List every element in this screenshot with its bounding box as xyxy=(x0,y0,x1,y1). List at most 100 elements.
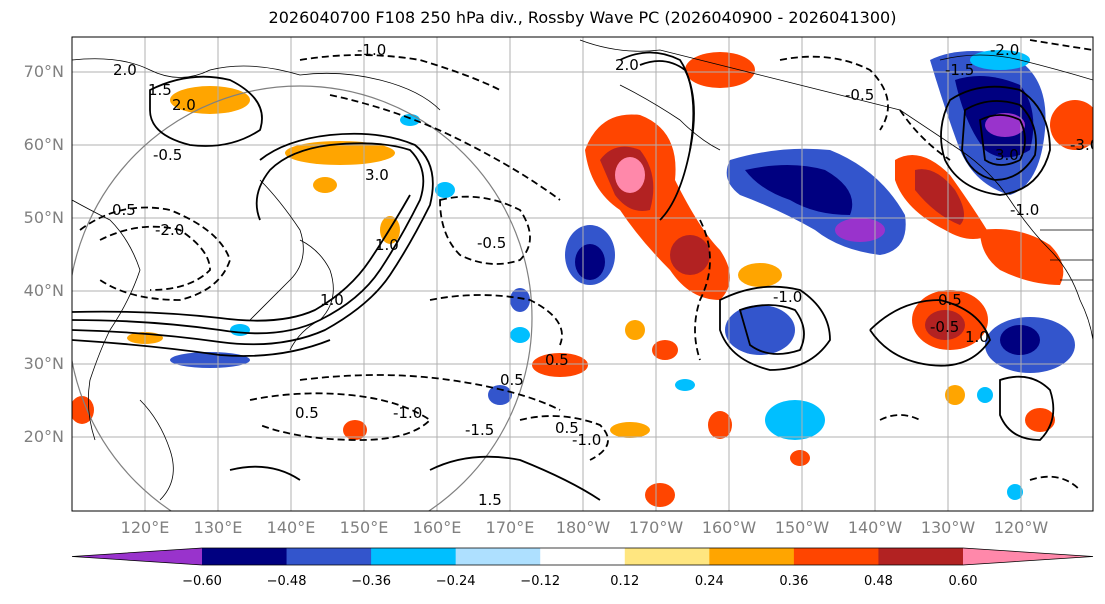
lon-label: 130°E xyxy=(193,518,243,537)
colorbar-tick-label: 0.24 xyxy=(694,574,724,589)
lat-label: 20°N xyxy=(23,427,64,446)
lon-label: 120°W xyxy=(993,518,1049,537)
lat-label: 40°N xyxy=(23,281,64,300)
contour-label: 1.5 xyxy=(478,491,502,509)
negative-anomaly-blob xyxy=(488,385,512,405)
contour-label: -1.0 xyxy=(1010,201,1039,219)
negative-anomaly-blob xyxy=(745,165,853,215)
negative-anomaly-blob xyxy=(1007,484,1023,500)
positive-anomaly-blob xyxy=(285,141,395,165)
contour-label: -1.0 xyxy=(773,288,802,306)
positive-contours xyxy=(72,51,1055,501)
contour-label: 1.0 xyxy=(320,291,344,309)
positive-anomaly-blob xyxy=(945,385,965,405)
negative-anomaly-blob xyxy=(1000,325,1040,355)
negative-anomaly-blob xyxy=(230,324,250,336)
positive-anomaly-blob xyxy=(313,177,337,193)
colorbar-tick-label: −0.48 xyxy=(266,574,307,589)
positive-anomaly-blob xyxy=(532,353,588,377)
lat-lon-grid xyxy=(72,37,1093,511)
contour-label: 2.0 xyxy=(615,56,639,74)
colorbar-tick-label: −0.36 xyxy=(351,574,392,589)
negative-anomaly-blob xyxy=(765,400,825,440)
map-title: 2026040700 F108 250 hPa div., Rossby Wav… xyxy=(268,8,897,27)
lon-label: 160°E xyxy=(412,518,462,537)
contour-label: 1.0 xyxy=(965,328,989,346)
positive-anomaly-blob xyxy=(645,483,675,507)
contour-labels: 2.0 1.5 -1.0 2.0 -0.5 0.5 1.0 -2.0 3.0 -… xyxy=(112,41,1099,509)
contour-label: 0.5 xyxy=(295,404,319,422)
colorbar-tick-label: 0.36 xyxy=(779,574,809,589)
positive-anomaly-blob xyxy=(685,52,755,88)
colorbar-tick-label: 0.12 xyxy=(610,574,640,589)
contour-label: 2.0 xyxy=(113,61,137,79)
lon-label: 160°W xyxy=(701,518,757,537)
lat-label: 30°N xyxy=(23,354,64,373)
contour-label: -0.5 xyxy=(477,234,506,252)
negative-anomaly-blob xyxy=(510,327,530,343)
positive-anomaly-blob xyxy=(610,422,650,438)
coastlines xyxy=(72,39,1093,501)
colorbar-tick-label: −0.24 xyxy=(435,574,476,589)
negative-anomaly-blob xyxy=(977,387,993,403)
colorbar-segment xyxy=(540,548,626,565)
lon-label: 180°W xyxy=(555,518,611,537)
lon-label: 150°E xyxy=(339,518,389,537)
contour-label: 0.5 xyxy=(555,419,579,437)
lon-label: 140°W xyxy=(847,518,903,537)
contour-label: -2.0 xyxy=(990,41,1019,59)
contour-label: -0.5 xyxy=(153,146,182,164)
positive-anomaly-blob xyxy=(615,157,645,193)
negative-anomaly-blob xyxy=(510,288,530,312)
colorbar xyxy=(71,547,1094,566)
contour-label: 3.0 xyxy=(995,146,1019,164)
positive-anomaly-blob xyxy=(72,396,94,424)
lat-label: 60°N xyxy=(23,135,64,154)
contour-label: -2.0 xyxy=(155,221,184,239)
contour-label: 1.5 xyxy=(148,81,172,99)
negative-anomaly-blob xyxy=(725,305,795,355)
contour-label: -3.0 xyxy=(1070,136,1099,154)
positive-anomaly-blob xyxy=(915,169,964,225)
lat-label: 50°N xyxy=(23,208,64,227)
colorbar-segment xyxy=(286,548,372,565)
lon-label: 170°E xyxy=(485,518,535,537)
colorbar-tick-label: −0.12 xyxy=(520,574,561,589)
positive-anomaly-blob xyxy=(670,235,710,275)
colorbar-extend-right xyxy=(963,548,1093,565)
positive-anomaly-blob xyxy=(625,320,645,340)
lon-label: 140°E xyxy=(266,518,316,537)
contour-label: -1.0 xyxy=(357,41,386,59)
contour-label: 0.5 xyxy=(112,201,136,219)
contour-label: 0.5 xyxy=(938,291,962,309)
negative-anomaly-blob xyxy=(435,182,455,198)
lon-label: 150°W xyxy=(774,518,830,537)
colorbar-segment xyxy=(709,548,795,565)
contour-label: -0.5 xyxy=(930,318,959,336)
colorbar-segment xyxy=(793,548,879,565)
contour-label: 2.0 xyxy=(172,96,196,114)
positive-anomaly-blob xyxy=(980,229,1064,285)
colorbar-tick-label: 0.60 xyxy=(948,574,978,589)
negative-anomaly-blob xyxy=(575,244,605,280)
colorbar-tick-label: 0.48 xyxy=(863,574,893,589)
colorbar-extend-left xyxy=(72,548,202,565)
negative-contours xyxy=(79,39,1093,491)
colorbar-tick-label: −0.60 xyxy=(182,574,222,589)
positive-anomaly-blob xyxy=(1025,408,1055,432)
contour-label: -1.5 xyxy=(465,421,494,439)
negative-anomaly-blob xyxy=(835,218,885,242)
contour-label: 1.0 xyxy=(375,236,399,254)
contour-label: -0.5 xyxy=(845,86,874,104)
lon-label: 170°W xyxy=(628,518,684,537)
positive-anomaly-blob xyxy=(790,450,810,466)
colorbar-segment xyxy=(371,548,457,565)
lon-label: 130°W xyxy=(920,518,976,537)
colorbar-segment xyxy=(202,548,288,565)
negative-anomaly-blob xyxy=(675,379,695,391)
region-circle xyxy=(72,85,533,511)
positive-anomaly-blob xyxy=(925,310,965,340)
positive-anomaly-blob xyxy=(1050,100,1093,150)
positive-anomaly-blob xyxy=(708,411,732,439)
